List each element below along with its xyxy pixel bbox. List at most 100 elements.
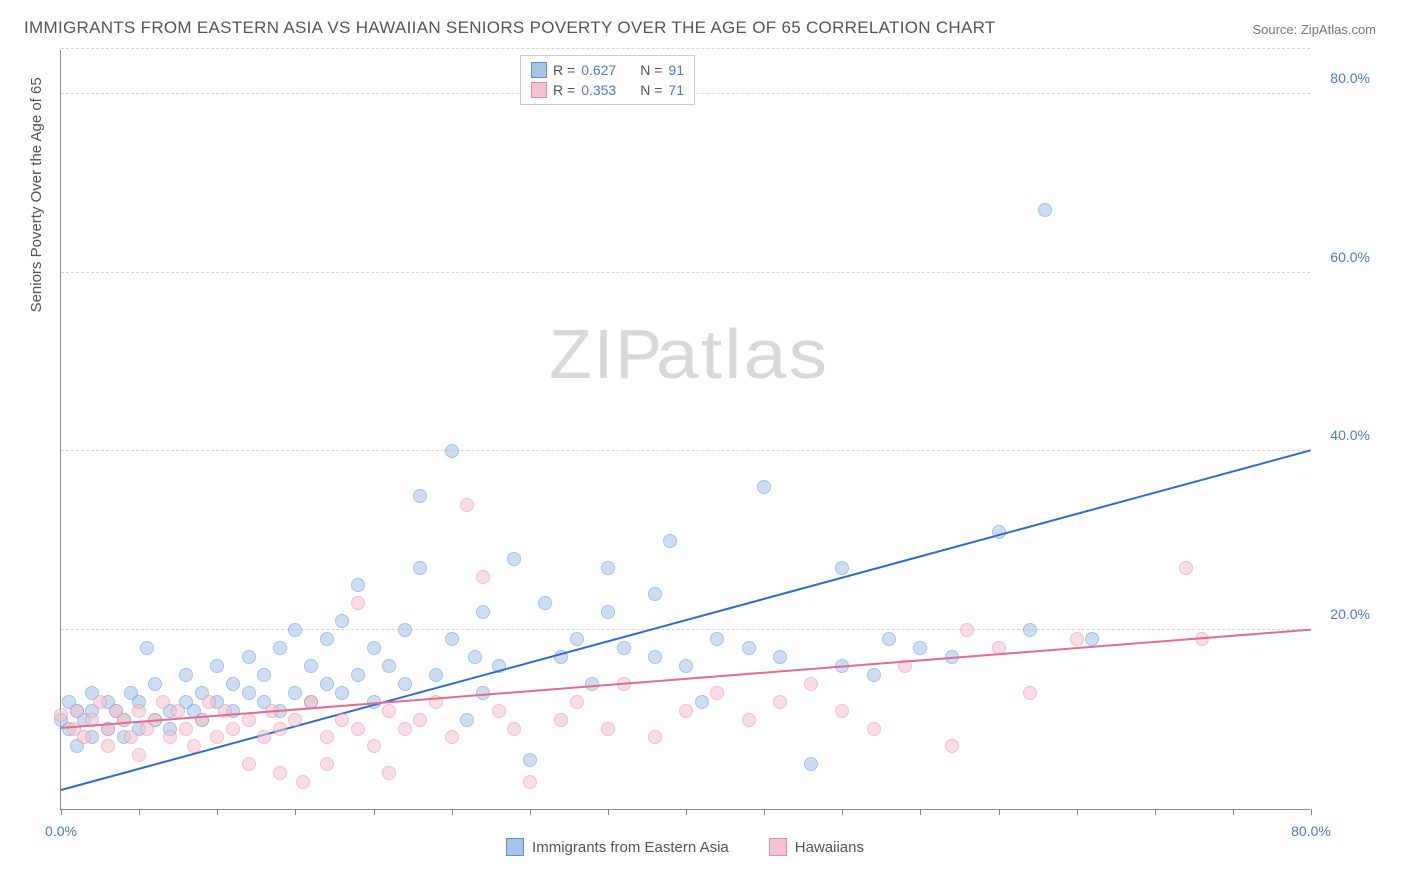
series-legend: Immigrants from Eastern Asia Hawaiians bbox=[60, 838, 1310, 856]
data-point bbox=[242, 757, 256, 771]
data-point bbox=[242, 686, 256, 700]
data-point bbox=[867, 668, 881, 682]
data-point bbox=[648, 730, 662, 744]
y-tick-label: 80.0% bbox=[1330, 70, 1370, 86]
data-point bbox=[288, 713, 302, 727]
gridline bbox=[61, 629, 1310, 630]
data-point bbox=[468, 650, 482, 664]
gridline bbox=[61, 48, 1310, 49]
data-point bbox=[351, 668, 365, 682]
data-point bbox=[320, 730, 334, 744]
data-point bbox=[273, 641, 287, 655]
data-point bbox=[1070, 632, 1084, 646]
data-point bbox=[1085, 632, 1099, 646]
data-point bbox=[538, 596, 552, 610]
data-point bbox=[1023, 623, 1037, 637]
x-tick bbox=[530, 809, 531, 815]
legend-label: Hawaiians bbox=[795, 839, 864, 856]
data-point bbox=[710, 632, 724, 646]
data-point bbox=[70, 704, 84, 718]
n-value: 71 bbox=[668, 82, 684, 98]
data-point bbox=[476, 605, 490, 619]
x-tick bbox=[920, 809, 921, 815]
watermark: ZIPatlas bbox=[549, 314, 822, 394]
data-point bbox=[413, 713, 427, 727]
data-point bbox=[242, 650, 256, 664]
x-tick bbox=[1077, 809, 1078, 815]
data-point bbox=[257, 668, 271, 682]
x-tick bbox=[452, 809, 453, 815]
x-tick bbox=[686, 809, 687, 815]
data-point bbox=[179, 722, 193, 736]
data-point bbox=[601, 722, 615, 736]
n-label: N = bbox=[640, 82, 662, 98]
r-label: R = bbox=[553, 82, 575, 98]
data-point bbox=[679, 704, 693, 718]
data-point bbox=[617, 641, 631, 655]
data-point bbox=[773, 650, 787, 664]
data-point bbox=[382, 659, 396, 673]
x-tick bbox=[842, 809, 843, 815]
data-point bbox=[413, 561, 427, 575]
data-point bbox=[179, 668, 193, 682]
r-label: R = bbox=[553, 62, 575, 78]
data-point bbox=[101, 739, 115, 753]
r-value: 0.627 bbox=[581, 62, 616, 78]
data-point bbox=[445, 444, 459, 458]
data-point bbox=[242, 713, 256, 727]
source-label: Source: ZipAtlas.com bbox=[1252, 22, 1376, 37]
data-point bbox=[663, 534, 677, 548]
data-point bbox=[1179, 561, 1193, 575]
data-point bbox=[273, 722, 287, 736]
trend-line bbox=[61, 449, 1312, 791]
data-point bbox=[226, 722, 240, 736]
data-point bbox=[648, 587, 662, 601]
data-point bbox=[413, 489, 427, 503]
data-point bbox=[523, 753, 537, 767]
data-point bbox=[335, 614, 349, 628]
x-tick bbox=[1155, 809, 1156, 815]
y-tick-label: 40.0% bbox=[1330, 427, 1370, 443]
data-point bbox=[140, 641, 154, 655]
legend-swatch bbox=[769, 838, 787, 856]
data-point bbox=[132, 704, 146, 718]
data-point bbox=[398, 722, 412, 736]
data-point bbox=[257, 730, 271, 744]
n-label: N = bbox=[640, 62, 662, 78]
data-point bbox=[320, 757, 334, 771]
data-point bbox=[163, 730, 177, 744]
data-point bbox=[867, 722, 881, 736]
x-tick bbox=[608, 809, 609, 815]
data-point bbox=[835, 561, 849, 575]
data-point bbox=[570, 632, 584, 646]
data-point bbox=[210, 659, 224, 673]
n-value: 91 bbox=[668, 62, 684, 78]
data-point bbox=[398, 623, 412, 637]
legend-swatch bbox=[506, 838, 524, 856]
gridline bbox=[61, 450, 1310, 451]
legend-swatch bbox=[531, 82, 547, 98]
data-point bbox=[570, 695, 584, 709]
data-point bbox=[367, 739, 381, 753]
legend-item: Immigrants from Eastern Asia bbox=[506, 838, 729, 856]
x-tick bbox=[1311, 809, 1312, 815]
data-point bbox=[288, 623, 302, 637]
data-point bbox=[460, 713, 474, 727]
data-point bbox=[1038, 203, 1052, 217]
data-point bbox=[187, 739, 201, 753]
x-tick bbox=[1233, 809, 1234, 815]
data-point bbox=[382, 766, 396, 780]
data-point bbox=[93, 695, 107, 709]
r-value: 0.353 bbox=[581, 82, 616, 98]
data-point bbox=[148, 677, 162, 691]
data-point bbox=[351, 722, 365, 736]
data-point bbox=[492, 704, 506, 718]
x-tick bbox=[61, 809, 62, 815]
plot-area: ZIPatlas 20.0%40.0%60.0%80.0%0.0%80.0% bbox=[60, 50, 1310, 810]
legend-label: Immigrants from Eastern Asia bbox=[532, 839, 729, 856]
data-point bbox=[171, 704, 185, 718]
x-tick bbox=[295, 809, 296, 815]
data-point bbox=[398, 677, 412, 691]
data-point bbox=[320, 632, 334, 646]
data-point bbox=[320, 677, 334, 691]
